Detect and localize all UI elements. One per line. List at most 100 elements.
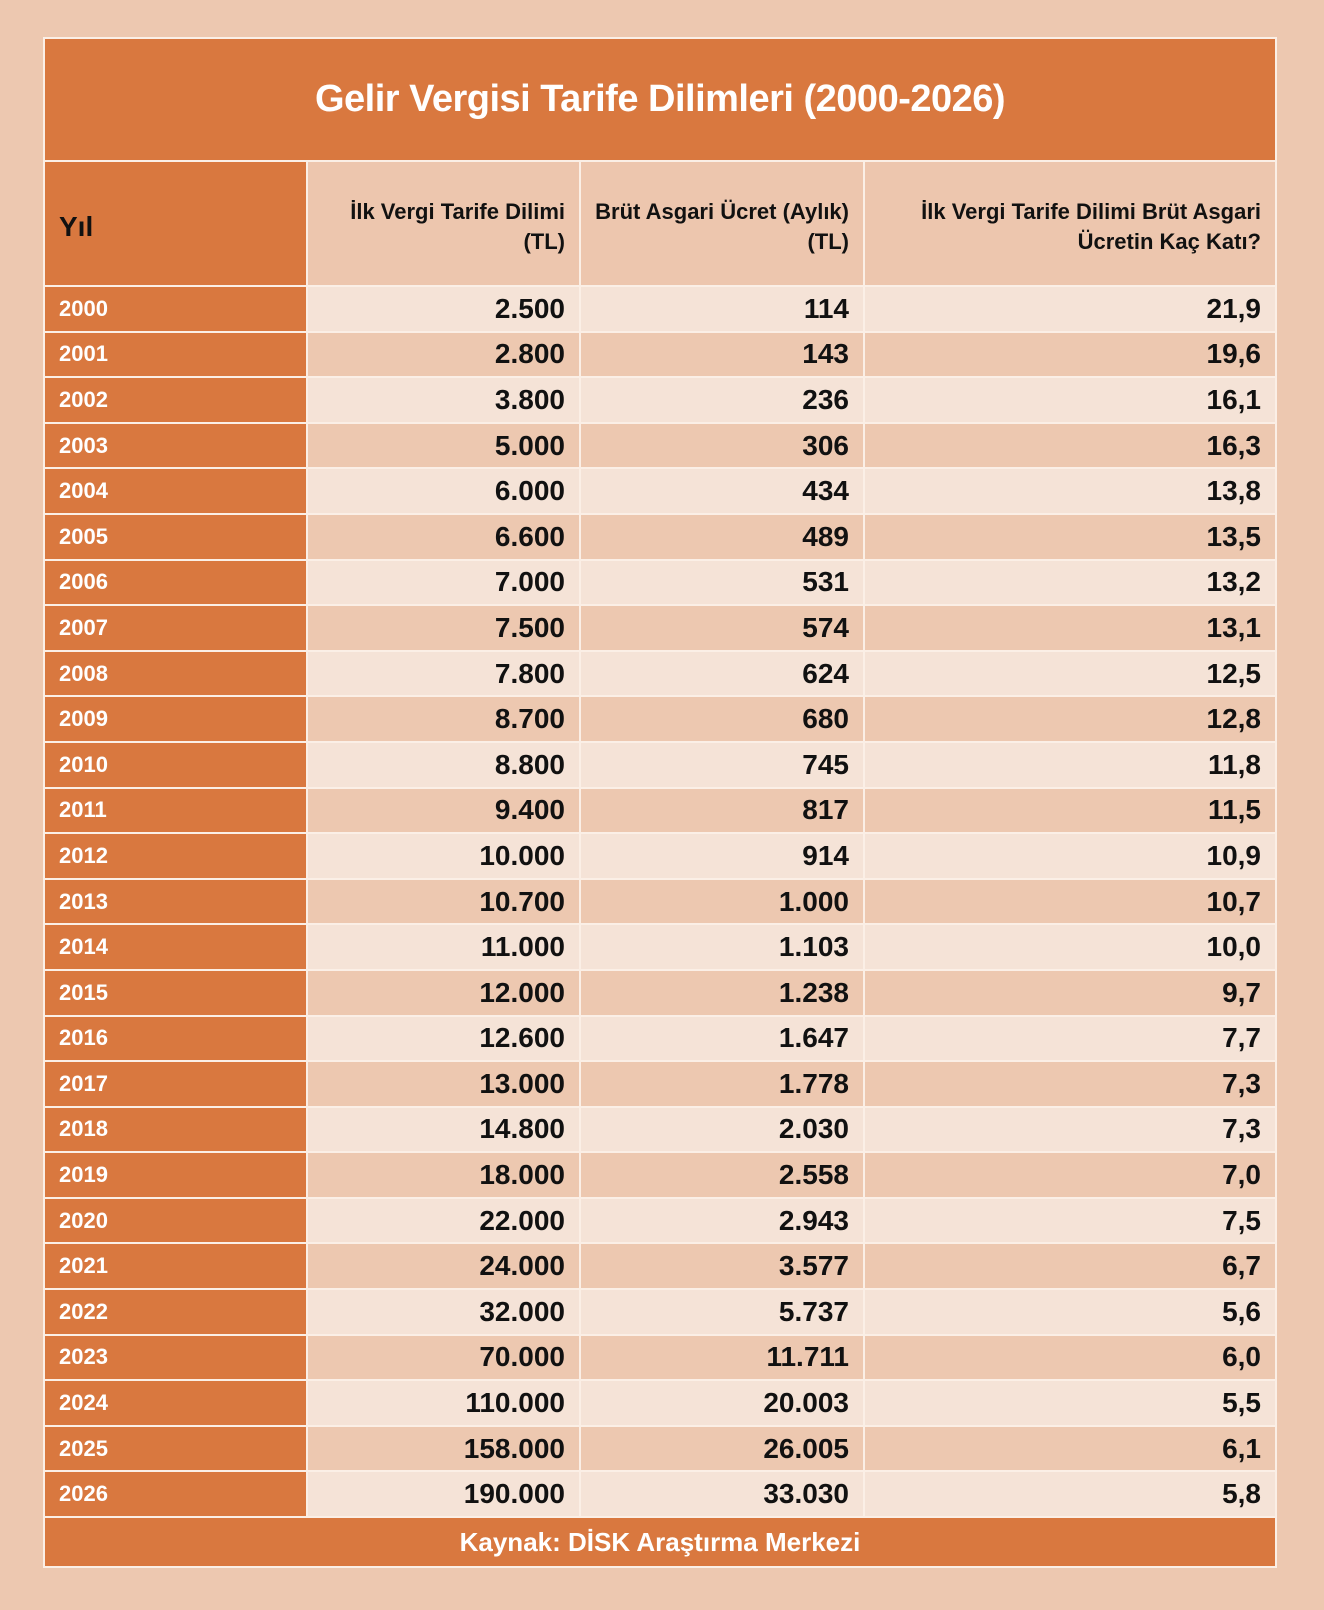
ratio-cell: 19,6 [865, 332, 1275, 377]
gross-min-wage-cell: 114 [581, 287, 863, 331]
first-bracket-cell: 22.000 [308, 1198, 579, 1243]
first-bracket-cell: 2.500 [308, 287, 579, 331]
gross-min-wage-cell: 3.577 [581, 1244, 863, 1289]
gross-min-wage-cell: 1.238 [581, 970, 863, 1015]
first-bracket-cell: 14.800 [308, 1107, 579, 1152]
gross-min-wage-cell: 1.647 [581, 1016, 863, 1061]
year-cell: 2009 [45, 697, 306, 741]
year-cell: 2005 [45, 514, 306, 559]
gross-min-wage-cell: 1.103 [581, 925, 863, 969]
first-bracket-cell: 158.000 [308, 1426, 579, 1471]
gross-min-wage-cell: 2.943 [581, 1198, 863, 1243]
year-cell: 2023 [45, 1335, 306, 1380]
ratio-cell: 5,6 [865, 1290, 1275, 1334]
year-cell: 2018 [45, 1107, 306, 1152]
year-cell: 2025 [45, 1426, 306, 1471]
year-cell: 2017 [45, 1062, 306, 1106]
ratio-cell: 7,7 [865, 1016, 1275, 1061]
first-bracket-cell: 3.800 [308, 378, 579, 422]
ratio-cell: 7,0 [865, 1153, 1275, 1197]
year-cell: 2010 [45, 742, 306, 787]
first-bracket-cell: 10.700 [308, 879, 579, 924]
gross-min-wage-cell: 745 [581, 742, 863, 787]
gross-min-wage-cell: 624 [581, 651, 863, 696]
gross-min-wage-cell: 26.005 [581, 1426, 863, 1471]
table-grid: Yıl İlk Vergi Tarife Dilimi (TL) Brüt As… [45, 162, 1275, 1517]
year-cell: 2001 [45, 332, 306, 377]
first-bracket-cell: 9.400 [308, 788, 579, 833]
year-cell: 2007 [45, 606, 306, 650]
year-cell: 2008 [45, 651, 306, 696]
first-bracket-cell: 13.000 [308, 1062, 579, 1106]
table-title: Gelir Vergisi Tarife Dilimleri (2000-202… [45, 39, 1275, 160]
year-cell: 2011 [45, 788, 306, 833]
gross-min-wage-cell: 574 [581, 606, 863, 650]
year-cell: 2013 [45, 879, 306, 924]
first-bracket-cell: 6.600 [308, 514, 579, 559]
gross-min-wage-cell: 817 [581, 788, 863, 833]
ratio-cell: 11,8 [865, 742, 1275, 787]
year-cell: 2015 [45, 970, 306, 1015]
year-cell: 2019 [45, 1153, 306, 1197]
year-cell: 2002 [45, 378, 306, 422]
ratio-cell: 7,3 [865, 1062, 1275, 1106]
ratio-cell: 6,7 [865, 1244, 1275, 1289]
first-bracket-cell: 7.800 [308, 651, 579, 696]
first-bracket-cell: 12.600 [308, 1016, 579, 1061]
year-cell: 2014 [45, 925, 306, 969]
gross-min-wage-cell: 434 [581, 469, 863, 513]
first-bracket-cell: 190.000 [308, 1472, 579, 1517]
first-bracket-cell: 70.000 [308, 1335, 579, 1380]
gross-min-wage-cell: 531 [581, 560, 863, 605]
tax-bracket-table: Gelir Vergisi Tarife Dilimleri (2000-202… [43, 37, 1277, 1569]
year-cell: 2000 [45, 287, 306, 331]
first-bracket-cell: 32.000 [308, 1290, 579, 1334]
ratio-cell: 13,2 [865, 560, 1275, 605]
ratio-cell: 7,5 [865, 1198, 1275, 1243]
gross-min-wage-cell: 11.711 [581, 1335, 863, 1380]
year-cell: 2004 [45, 469, 306, 513]
first-bracket-cell: 110.000 [308, 1381, 579, 1425]
source-footer: Kaynak: DİSK Araştırma Merkezi [45, 1518, 1275, 1567]
year-cell: 2026 [45, 1472, 306, 1517]
first-bracket-cell: 18.000 [308, 1153, 579, 1197]
gross-min-wage-cell: 306 [581, 423, 863, 468]
gross-min-wage-cell: 2.030 [581, 1107, 863, 1152]
gross-min-wage-cell: 1.778 [581, 1062, 863, 1106]
ratio-cell: 10,7 [865, 879, 1275, 924]
first-bracket-cell: 7.000 [308, 560, 579, 605]
ratio-cell: 5,5 [865, 1381, 1275, 1425]
gross-min-wage-cell: 489 [581, 514, 863, 559]
gross-min-wage-cell: 914 [581, 834, 863, 878]
first-bracket-cell: 24.000 [308, 1244, 579, 1289]
first-bracket-cell: 6.000 [308, 469, 579, 513]
year-cell: 2006 [45, 560, 306, 605]
gross-min-wage-cell: 1.000 [581, 879, 863, 924]
header-year: Yıl [45, 162, 306, 285]
gross-min-wage-cell: 236 [581, 378, 863, 422]
gross-min-wage-cell: 680 [581, 697, 863, 741]
gross-min-wage-cell: 5.737 [581, 1290, 863, 1334]
gross-min-wage-cell: 143 [581, 332, 863, 377]
first-bracket-cell: 8.700 [308, 697, 579, 741]
ratio-cell: 11,5 [865, 788, 1275, 833]
first-bracket-cell: 5.000 [308, 423, 579, 468]
year-cell: 2012 [45, 834, 306, 878]
ratio-cell: 10,9 [865, 834, 1275, 878]
ratio-cell: 6,1 [865, 1426, 1275, 1471]
gross-min-wage-cell: 33.030 [581, 1472, 863, 1517]
first-bracket-cell: 7.500 [308, 606, 579, 650]
gross-min-wage-cell: 20.003 [581, 1381, 863, 1425]
ratio-cell: 16,3 [865, 423, 1275, 468]
ratio-cell: 9,7 [865, 970, 1275, 1015]
ratio-cell: 16,1 [865, 378, 1275, 422]
first-bracket-cell: 11.000 [308, 925, 579, 969]
ratio-cell: 21,9 [865, 287, 1275, 331]
year-cell: 2016 [45, 1016, 306, 1061]
first-bracket-cell: 10.000 [308, 834, 579, 878]
ratio-cell: 13,1 [865, 606, 1275, 650]
header-ratio: İlk Vergi Tarife Dilimi Brüt Asgari Ücre… [865, 162, 1275, 285]
ratio-cell: 13,8 [865, 469, 1275, 513]
first-bracket-cell: 2.800 [308, 332, 579, 377]
year-cell: 2021 [45, 1244, 306, 1289]
